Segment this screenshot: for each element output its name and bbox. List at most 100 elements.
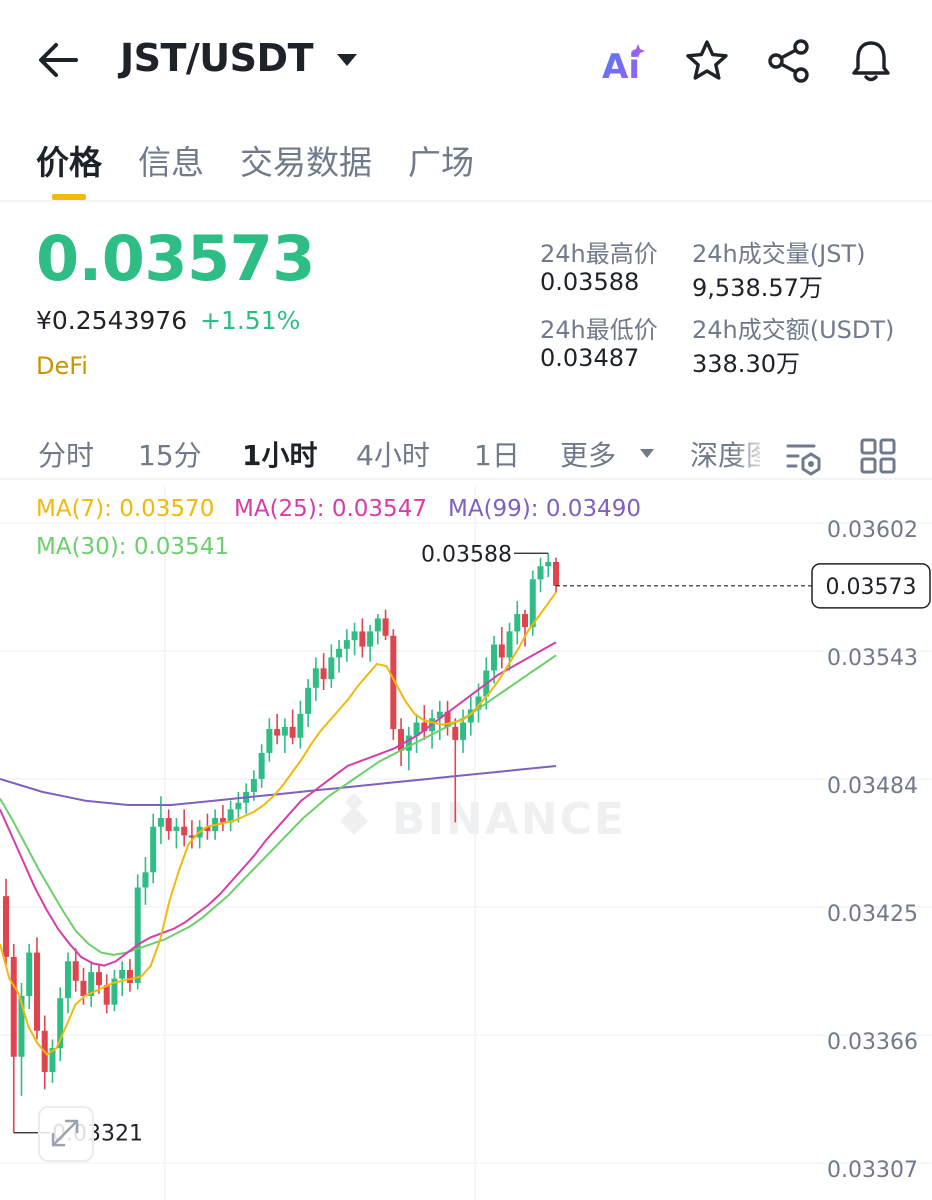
ai-icon[interactable]: Ai	[600, 38, 646, 84]
candle-body	[444, 711, 451, 727]
star-icon[interactable]	[684, 38, 730, 84]
candle-body	[142, 872, 149, 888]
watermark-logo	[340, 793, 368, 835]
current-price-label: 0.03573	[826, 575, 917, 600]
candle-body	[343, 640, 350, 649]
interval-1d[interactable]: 1日	[474, 439, 520, 472]
candle-body	[26, 952, 33, 996]
candle-body	[522, 614, 529, 628]
candle-body	[289, 726, 296, 738]
candle-body	[305, 687, 312, 714]
candle-body	[111, 978, 118, 1005]
candle-body	[320, 668, 327, 680]
candle-body	[150, 826, 157, 873]
y-tick-label: 0.03366	[827, 1030, 918, 1055]
expand-icon	[51, 1119, 79, 1147]
candle-body	[103, 985, 110, 1005]
candle-body	[266, 729, 273, 753]
tab-trading-data[interactable]: 交易数据	[240, 143, 372, 182]
y-tick-label: 0.03307	[827, 1158, 918, 1183]
top-bar: JST/USDT Ai	[0, 0, 932, 120]
y-tick-label: 0.03484	[827, 774, 918, 799]
fullscreen-button[interactable]	[38, 1106, 94, 1162]
page-tabs: 价格 信息 交易数据 广场	[0, 126, 932, 202]
interval-15m[interactable]: 15分	[138, 439, 202, 472]
bell-icon[interactable]	[848, 38, 894, 84]
y-tick-label: 0.03543	[827, 646, 918, 671]
tab-info[interactable]: 信息	[138, 143, 204, 182]
amount-label: 24h成交额(USDT)	[692, 316, 895, 344]
candle-body	[436, 711, 443, 719]
candle-body	[413, 722, 420, 736]
candle-body	[235, 802, 242, 810]
tab-price[interactable]: 价格	[36, 143, 102, 182]
more-caret-icon[interactable]	[638, 446, 656, 460]
candle-body	[18, 996, 25, 1057]
candle-body	[529, 579, 536, 628]
candle-body	[390, 635, 397, 730]
candle-body	[452, 726, 459, 740]
tab-square[interactable]: 广场	[408, 143, 474, 182]
candle-body	[119, 969, 126, 979]
candle-body	[274, 729, 281, 736]
candle-body	[312, 668, 319, 688]
interval-more[interactable]: 更多	[560, 439, 617, 472]
indicator-settings-icon[interactable]	[784, 438, 824, 478]
candle-body	[157, 818, 164, 827]
candle-body	[514, 614, 521, 632]
y-tick-label: 0.03602	[827, 518, 918, 543]
candle-body	[336, 648, 343, 658]
candle-body	[134, 887, 141, 983]
dropdown-caret-icon[interactable]	[334, 50, 360, 70]
y-tick-label: 0.03425	[827, 902, 918, 927]
candle-body	[72, 961, 79, 981]
low-label: 24h最低价	[540, 316, 658, 344]
candle-body	[126, 969, 133, 983]
price-cny: ¥0.2543976	[36, 306, 188, 335]
layout-grid-icon[interactable]	[858, 436, 898, 476]
candle-body	[80, 980, 87, 996]
amount-value: 338.30万	[692, 350, 800, 378]
candle-body	[421, 722, 428, 732]
interval-4h[interactable]: 4小时	[356, 439, 430, 472]
candle-body	[460, 722, 467, 740]
candle-body	[188, 835, 195, 838]
kline-chart[interactable]: 0.03602 0.03543 0.03484 0.03425 0.03366 0.033…	[0, 486, 932, 1200]
candle-body	[88, 972, 95, 996]
candle-body	[382, 618, 389, 636]
candle-body	[405, 735, 412, 751]
ma25-legend: MA(25): 0.03547	[234, 496, 427, 522]
candle-body	[227, 809, 234, 823]
interval-time[interactable]: 分时	[38, 439, 95, 472]
candle-body	[498, 644, 505, 658]
volume-label: 24h成交量(JST)	[692, 240, 866, 268]
candle-body	[359, 631, 366, 647]
candle-body	[367, 631, 374, 647]
candle-body	[398, 729, 405, 751]
pair-title[interactable]: JST/USDT	[120, 36, 314, 80]
candle-body	[250, 778, 257, 792]
category-tag[interactable]: DeFi	[36, 352, 88, 380]
interval-bar: 分时 15分 1小时 4小时 1日 更多 深度图	[0, 424, 932, 480]
low-value: 0.03487	[540, 344, 640, 372]
candle-body	[64, 961, 71, 999]
last-price: 0.03573	[36, 222, 315, 295]
candle-body	[10, 956, 17, 1057]
candle-body	[204, 826, 211, 832]
back-arrow-icon[interactable]	[36, 38, 82, 82]
candle-body	[537, 566, 544, 580]
watermark: BINANCE	[392, 794, 626, 845]
high-annotation: 0.03588	[421, 542, 512, 567]
share-icon[interactable]	[766, 38, 812, 84]
candle-body	[506, 631, 513, 658]
candle-body	[33, 952, 40, 1031]
candle-body	[219, 818, 226, 823]
ma99-line	[0, 765, 557, 806]
high-value: 0.03588	[540, 268, 640, 296]
ma7-legend: MA(7): 0.03570	[36, 496, 215, 522]
candle-body	[173, 826, 180, 832]
interval-1h[interactable]: 1小时	[242, 439, 318, 472]
ma7-line	[0, 591, 557, 1056]
ma30-legend: MA(30): 0.03541	[36, 534, 229, 560]
tab-fade	[732, 424, 772, 478]
